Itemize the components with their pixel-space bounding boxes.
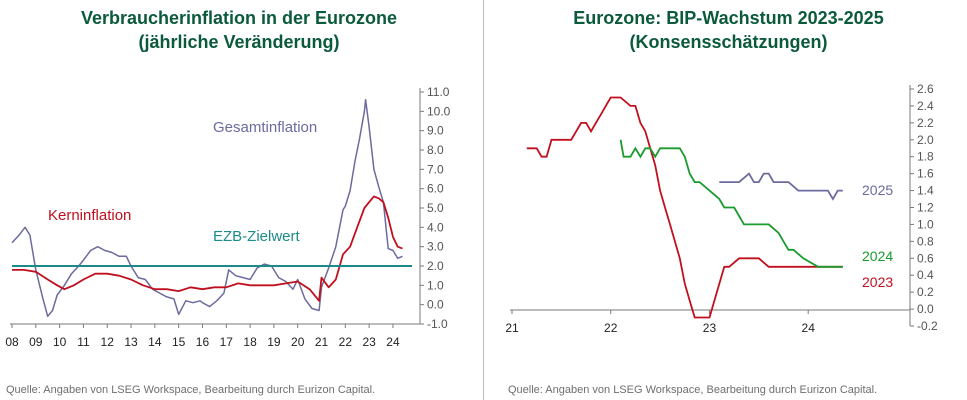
y-tick-label: 7.0 (427, 162, 444, 176)
y-tick-label: 0.4 (917, 268, 934, 282)
y-tick-label: 1.2 (917, 201, 934, 215)
x-tick-label: 09 (29, 335, 43, 349)
y-tick-label: 0.6 (917, 251, 934, 265)
y-tick-label: 2.0 (917, 133, 934, 147)
source-note: Quelle: Angaben von LSEG Workspace, Bear… (6, 384, 376, 396)
y-tick-label: 1.0 (427, 278, 444, 292)
x-tick-label: 24 (802, 321, 816, 335)
series-label: Kerninflation (48, 207, 131, 224)
series-label: 2024 (862, 248, 893, 264)
gdp-line-chart: 2.6 2.4 2.2 2.0 1.8 1.6 1.4 1.2 1.0 0.8 0.6 0.4 0.2 0… (505, 82, 938, 335)
x-tick-label: 11 (77, 335, 90, 349)
x-tick-label: 22 (339, 335, 353, 349)
x-tick-label: 21 (505, 321, 519, 335)
x-tick-label: 10 (53, 335, 67, 349)
y-tick-label: 10.0 (427, 104, 451, 118)
y-tick-label: 6.0 (427, 182, 444, 196)
x-tick-label: 08 (5, 335, 19, 349)
series-line-kerninflation (12, 195, 403, 302)
y-tick-label: 1.6 (917, 167, 934, 181)
y-tick-label: -0.2 (917, 319, 938, 333)
y-tick-label: 2.4 (917, 99, 934, 113)
series-label: 2023 (862, 274, 893, 290)
x-tick-label: 12 (101, 335, 115, 349)
series-line-2025 (719, 172, 843, 201)
x-tick-label: 16 (196, 335, 210, 349)
chart-title-line1: Verbraucherinflation in der Eurozone (80, 8, 398, 28)
chart-title: Verbraucherinflation in der Eurozone (jä… (0, 6, 478, 54)
y-tick-label: 0.8 (917, 234, 934, 248)
y-tick-label: 0.0 (917, 302, 934, 316)
x-tick-label: 14 (148, 335, 162, 349)
chart-title-line2: (Konsensschätzungen) (629, 32, 828, 52)
inflation-chart-panel: Verbraucherinflation in der Eurozone (jä… (0, 0, 478, 400)
x-tick-label: 15 (172, 335, 186, 349)
chart-title-line1: Eurozone: BIP-Wachstum 2023-2025 (573, 8, 884, 28)
inflation-line-chart: 11.0 10.0 9.0 8.0 7.0 6.0 5.0 4.0 3.0 2.0 1.0 0.0 -1… (5, 85, 451, 349)
y-tick-label: 8.0 (427, 143, 444, 157)
y-tick-label: 11.0 (427, 85, 450, 99)
y-tick-label: 2.0 (427, 259, 444, 273)
panel-divider (483, 0, 484, 400)
series-label: EZB-Zielwert (213, 228, 301, 245)
x-tick-label: 17 (220, 335, 234, 349)
y-tick-label: 2.6 (917, 82, 934, 96)
y-tick-label: 4.0 (427, 220, 444, 234)
y-tick-label: 5.0 (427, 201, 444, 215)
y-tick-label: 9.0 (427, 124, 444, 138)
x-tick-label: 13 (124, 335, 138, 349)
source-note: Quelle: Angaben von LSEG Workspace, Bear… (508, 384, 878, 396)
x-tick-label: 18 (243, 335, 257, 349)
y-tick-label: 2.2 (917, 116, 934, 130)
series-line-2024 (619, 139, 843, 268)
x-tick-label: 19 (267, 335, 281, 349)
x-tick-label: 20 (291, 335, 305, 349)
series-line-2023 (526, 96, 843, 319)
series-label: 2025 (862, 182, 893, 198)
x-tick-label: 22 (604, 321, 618, 335)
y-tick-label: -1.0 (427, 317, 448, 331)
x-tick-label: 24 (386, 335, 400, 349)
x-tick-label: 21 (315, 335, 329, 349)
series-line-gesamtinflation (11, 98, 403, 318)
y-tick-label: 1.0 (917, 217, 934, 231)
chart-title: Eurozone: BIP-Wachstum 2023-2025 (Konsen… (490, 6, 967, 54)
y-tick-label: 1.8 (917, 150, 934, 164)
series-label: Gesamtinflation (213, 119, 317, 136)
y-tick-label: 0.2 (917, 285, 934, 299)
x-tick-label: 23 (362, 335, 376, 349)
y-tick-label: 3.0 (427, 240, 444, 254)
y-tick-label: 0.0 (427, 298, 444, 312)
gdp-chart-panel: Eurozone: BIP-Wachstum 2023-2025 (Konsen… (490, 0, 967, 400)
chart-title-line2: (jährliche Veränderung) (138, 32, 340, 52)
x-tick-label: 23 (703, 321, 717, 335)
y-tick-label: 1.4 (917, 184, 934, 198)
